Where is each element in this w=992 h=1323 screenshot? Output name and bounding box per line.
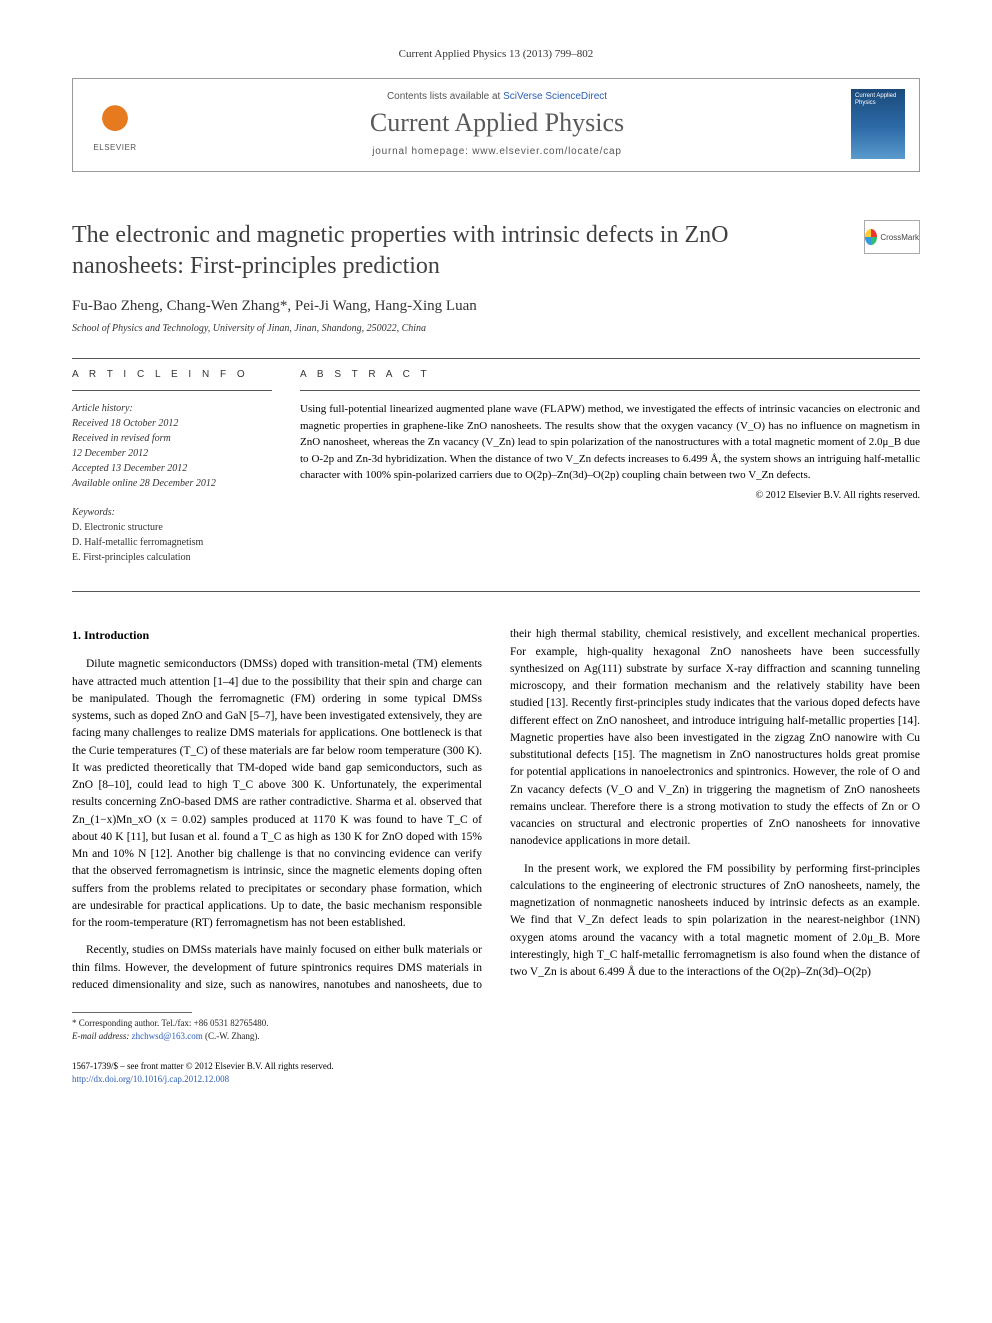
keyword: D. Half-metallic ferromagnetism xyxy=(72,535,272,550)
journal-title: Current Applied Physics xyxy=(143,108,851,138)
crossmark-icon xyxy=(865,229,877,245)
authors: Fu-Bao Zheng, Chang-Wen Zhang*, Pei-Ji W… xyxy=(72,298,920,315)
rule-bottom xyxy=(72,591,920,592)
affiliation: School of Physics and Technology, Univer… xyxy=(72,323,920,334)
abstract-column: A B S T R A C T Using full-potential lin… xyxy=(300,369,920,579)
page-root: Current Applied Physics 13 (2013) 799–80… xyxy=(0,0,992,1134)
history-line: Available online 28 December 2012 xyxy=(72,476,272,491)
journal-reference: Current Applied Physics 13 (2013) 799–80… xyxy=(72,48,920,60)
history-title: Article history: xyxy=(72,401,272,416)
rule-top xyxy=(72,358,920,359)
article-info-label: A R T I C L E I N F O xyxy=(72,369,272,380)
email-link[interactable]: zhchwsd@163.com xyxy=(132,1031,203,1041)
homepage-prefix: journal homepage: xyxy=(372,146,472,157)
homepage-line: journal homepage: www.elsevier.com/locat… xyxy=(143,146,851,157)
abstract-label: A B S T R A C T xyxy=(300,369,920,380)
elsevier-logo: ELSEVIER xyxy=(87,93,143,155)
elsevier-tree-icon xyxy=(93,97,137,141)
history-line: 12 December 2012 xyxy=(72,446,272,461)
journal-cover-thumbnail: Current Applied Physics xyxy=(851,89,905,159)
doi-link[interactable]: http://dx.doi.org/10.1016/j.cap.2012.12.… xyxy=(72,1074,229,1084)
history-line: Accepted 13 December 2012 xyxy=(72,461,272,476)
corresponding-author-footnote: * Corresponding author. Tel./fax: +86 05… xyxy=(72,1017,920,1042)
email-label: E-mail address: xyxy=(72,1031,132,1041)
article-title: The electronic and magnetic properties w… xyxy=(72,220,840,282)
header-center: Contents lists available at SciVerse Sci… xyxy=(143,91,851,157)
cover-thumb-text: Current Applied Physics xyxy=(855,93,905,106)
email-suffix: (C.-W. Zhang). xyxy=(203,1031,260,1041)
history-line: Received in revised form xyxy=(72,431,272,446)
history-line: Received 18 October 2012 xyxy=(72,416,272,431)
rule-abs-1 xyxy=(300,390,920,391)
paragraph: In the present work, we explored the FM … xyxy=(510,861,920,982)
rule-info-1 xyxy=(72,390,272,391)
email-line: E-mail address: zhchwsd@163.com (C.-W. Z… xyxy=(72,1030,920,1043)
info-abstract-row: A R T I C L E I N F O Article history: R… xyxy=(72,369,920,579)
footnote-rule xyxy=(72,1012,192,1013)
article-history: Article history: Received 18 October 201… xyxy=(72,401,272,491)
paragraph: Dilute magnetic semiconductors (DMSs) do… xyxy=(72,656,482,932)
article-info-column: A R T I C L E I N F O Article history: R… xyxy=(72,369,272,579)
keyword: D. Electronic structure xyxy=(72,520,272,535)
keywords-title: Keywords: xyxy=(72,505,272,520)
corr-line: * Corresponding author. Tel./fax: +86 05… xyxy=(72,1017,920,1030)
front-matter-line: 1567-1739/$ – see front matter © 2012 El… xyxy=(72,1060,920,1073)
keywords-block: Keywords: D. Electronic structure D. Hal… xyxy=(72,505,272,565)
abstract-text: Using full-potential linearized augmente… xyxy=(300,401,920,484)
copyright-doi-block: 1567-1739/$ – see front matter © 2012 El… xyxy=(72,1060,920,1085)
elsevier-label: ELSEVIER xyxy=(93,143,136,152)
keyword: E. First-principles calculation xyxy=(72,550,272,565)
journal-header: ELSEVIER Contents lists available at Sci… xyxy=(72,78,920,172)
title-row: The electronic and magnetic properties w… xyxy=(72,220,920,282)
sciencedirect-link[interactable]: SciVerse ScienceDirect xyxy=(503,91,607,102)
crossmark-badge[interactable]: CrossMark xyxy=(864,220,920,254)
body-text: 1. Introduction Dilute magnetic semicond… xyxy=(72,626,920,994)
contents-prefix: Contents lists available at xyxy=(387,91,503,102)
crossmark-label: CrossMark xyxy=(880,233,919,242)
section-1-heading: 1. Introduction xyxy=(72,626,482,644)
contents-line: Contents lists available at SciVerse Sci… xyxy=(143,91,851,102)
abstract-copyright: © 2012 Elsevier B.V. All rights reserved… xyxy=(300,490,920,501)
homepage-url[interactable]: www.elsevier.com/locate/cap xyxy=(472,146,621,157)
